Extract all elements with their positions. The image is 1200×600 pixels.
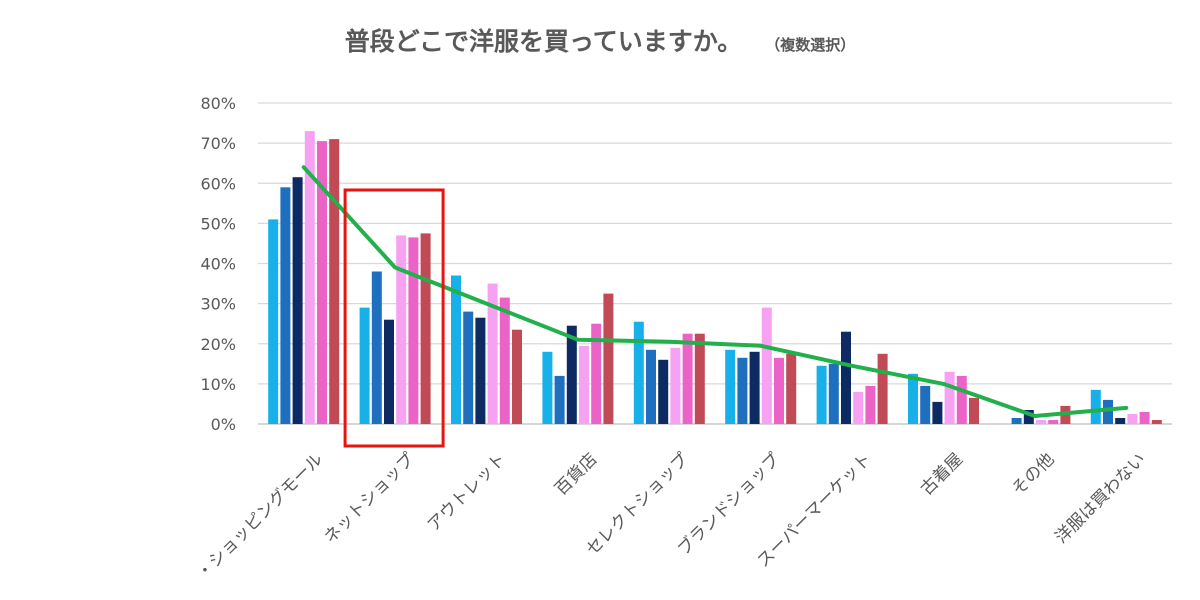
- bars: [268, 131, 1162, 424]
- bar: [908, 373, 918, 424]
- bar: [682, 333, 693, 424]
- bar: [420, 233, 431, 424]
- bar: [579, 345, 589, 424]
- bar: [463, 311, 474, 424]
- y-tick-label: 30%: [200, 295, 236, 314]
- bar: [828, 363, 839, 424]
- y-tick-label: 0%: [211, 415, 236, 434]
- bar: [475, 317, 486, 424]
- average-line-path: [301, 165, 1129, 418]
- bar: [304, 131, 315, 424]
- y-tick-label: 20%: [200, 335, 236, 354]
- x-category-label: 洋服は買わない: [1052, 449, 1150, 547]
- highlight-box-layer: [343, 188, 445, 448]
- bar: [725, 349, 736, 424]
- bar: [737, 357, 748, 424]
- bar: [1090, 389, 1101, 424]
- bar: [853, 391, 864, 424]
- chart-subtitle: （複数選択）: [765, 36, 856, 54]
- bar: [499, 297, 510, 424]
- bar: [877, 353, 888, 424]
- bar: [566, 325, 577, 424]
- y-tick-label: 50%: [200, 214, 236, 233]
- bar: [603, 293, 614, 424]
- bar: [956, 375, 967, 424]
- bar: [932, 401, 943, 424]
- chart-title-block: 普段どこで洋服を買っていますか。 （複数選択）: [0, 22, 1200, 58]
- bar: [658, 359, 669, 424]
- bar: [512, 329, 522, 424]
- bar: [384, 319, 394, 424]
- x-category-label: 百貨店: [551, 449, 601, 499]
- y-tick-label: 10%: [200, 375, 236, 394]
- bar: [841, 331, 851, 424]
- bar: [280, 187, 291, 424]
- bar: [694, 333, 705, 424]
- bar: [670, 347, 681, 424]
- x-category-label: 古着屋: [917, 449, 967, 499]
- bar: [761, 307, 772, 424]
- x-category-label: ネットショップ: [320, 449, 418, 547]
- bar: [292, 177, 303, 424]
- chart-title: 普段どこで洋服を買っていますか。: [344, 27, 743, 56]
- bar: [317, 141, 327, 424]
- y-axis-ticks: 0% 10% 20% 30% 40% 50% 60% 70% 80%: [200, 94, 236, 434]
- y-tick-label: 40%: [200, 255, 236, 274]
- bar: [359, 307, 370, 424]
- bar: [554, 375, 565, 424]
- bar: [1139, 412, 1150, 424]
- bar: [749, 351, 760, 424]
- bar: [786, 353, 797, 424]
- bar: [396, 235, 407, 424]
- bar: [1011, 418, 1022, 424]
- bar: [633, 321, 644, 424]
- y-tick-label: 60%: [200, 174, 236, 193]
- bar: [865, 385, 876, 424]
- bar: [816, 365, 827, 424]
- bar: [646, 349, 656, 424]
- bar: [408, 237, 419, 424]
- bar: [1103, 399, 1113, 424]
- x-category-label: ・ショッピングモール: [193, 449, 327, 583]
- bar: [371, 271, 382, 424]
- bar: [268, 219, 279, 424]
- x-category-label: アウトレット: [424, 449, 510, 535]
- bar: [969, 397, 979, 424]
- bar: [944, 371, 955, 424]
- y-tick-label: 80%: [200, 94, 236, 113]
- average-line: [301, 165, 1129, 418]
- bar: [591, 323, 602, 424]
- bar: [1023, 410, 1034, 424]
- bar: [329, 139, 340, 424]
- x-category-label: その他: [1008, 449, 1058, 499]
- bar: [487, 283, 498, 424]
- bar: [1151, 420, 1162, 424]
- y-tick-label: 70%: [200, 134, 236, 153]
- bar: [542, 351, 553, 424]
- bar: [920, 385, 931, 424]
- bar: [774, 357, 784, 424]
- bar: [451, 275, 461, 424]
- bar: [1127, 414, 1138, 424]
- bar: [1036, 420, 1046, 424]
- bar: [1048, 420, 1059, 424]
- gridlines: [258, 102, 1172, 425]
- bar: [1115, 418, 1126, 424]
- highlight-box: [343, 188, 445, 448]
